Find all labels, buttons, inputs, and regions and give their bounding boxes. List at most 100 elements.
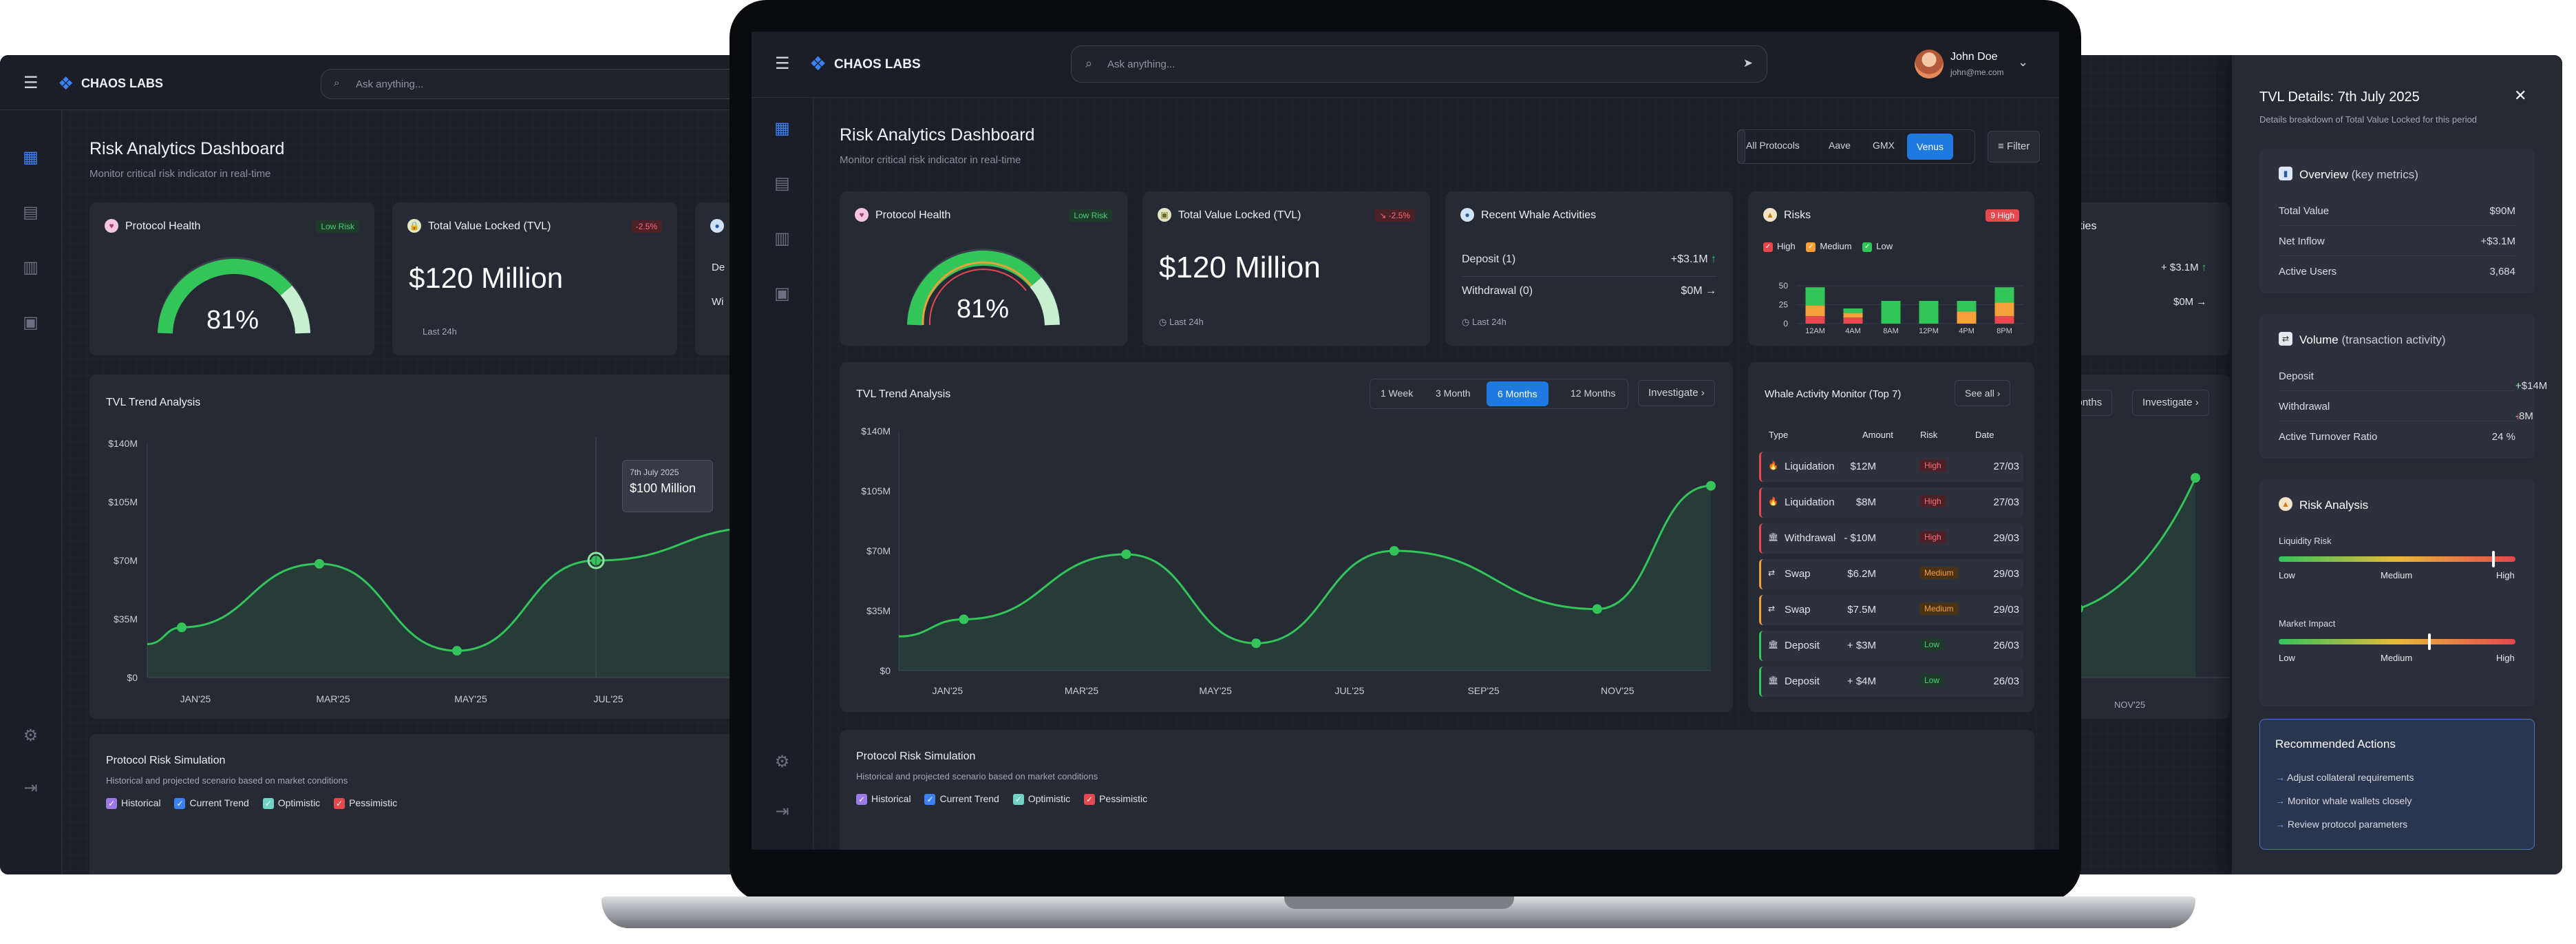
range-1-week[interactable]: 1 Week [1381, 388, 1414, 399]
settings-icon[interactable]: ⚙ [774, 753, 790, 771]
see-all-button[interactable]: See all › [1955, 380, 2011, 406]
action-item[interactable]: → Adjust collateral requirements [2275, 772, 2414, 783]
investigate-button[interactable]: Investigate › [1638, 380, 1715, 406]
risk-bar[interactable] [1994, 287, 2014, 303]
arrow-up-icon: ↑ [1711, 253, 1716, 265]
lock-icon: 🔒 [407, 219, 421, 233]
arrow-right-icon: → [2275, 795, 2285, 806]
trend-point[interactable] [452, 646, 462, 656]
wallet-icon[interactable]: ▣ [23, 313, 39, 332]
status-badge: Low Risk [1069, 209, 1112, 222]
option-optimistic[interactable]: ✓ Optimistic [262, 797, 320, 810]
logout-icon[interactable]: ⇥ [775, 802, 789, 821]
legend-low[interactable]: ✓ Low [1862, 241, 1893, 252]
status-badge: Low Risk [316, 220, 359, 233]
metrics-icon: ▮ [2279, 167, 2292, 180]
trend-point[interactable] [1251, 638, 1262, 649]
menu-icon[interactable]: ☰ [23, 74, 39, 92]
tab-venus[interactable]: Venus [1907, 134, 1953, 160]
risk-badge: High [1919, 495, 1946, 507]
risk-bar[interactable] [1843, 317, 1863, 324]
avatar[interactable] [1915, 50, 1944, 78]
menu-icon[interactable]: ☰ [775, 54, 790, 73]
page-subtitle: Monitor critical risk indicator in real-… [840, 154, 1021, 166]
search-input[interactable]: ⌕ Ask anything... ➤ [1071, 45, 1767, 83]
investigate-button[interactable]: Investigate › [2132, 390, 2209, 416]
hover-point[interactable] [587, 552, 605, 569]
whale-frag-wi: Wi [712, 296, 724, 308]
whale-value-1: + $3.1M ↑ [2161, 262, 2207, 273]
option-historical[interactable]: ✓ Historical [106, 797, 161, 810]
risks-legend: ✓ High ✓ Medium ✓ Low [1763, 241, 1893, 252]
topbar: ☰ ❖ CHAOS LABS ⌕ Ask anything... ➤ John … [752, 32, 2059, 98]
filter-button[interactable]: ≡ Filter [1988, 131, 2041, 162]
trend-point[interactable] [2191, 473, 2200, 483]
risk-bar[interactable] [1957, 311, 1977, 324]
dashboard-icon[interactable]: ▦ [23, 148, 39, 167]
table-row[interactable]: 🏛 Deposit + $3M Low 26/03 [1759, 631, 2023, 661]
tab-all-protocols[interactable]: All Protocols [1746, 140, 1800, 151]
arrow-right-icon: → [2275, 772, 2285, 783]
legend-medium[interactable]: ✓ Medium [1806, 241, 1852, 252]
page-title: Risk Analytics Dashboard [840, 125, 1035, 145]
risk-bar[interactable] [1919, 301, 1939, 324]
risk-bar[interactable] [1805, 305, 1825, 316]
option-current-trend[interactable]: ✓ Current Trend [924, 793, 999, 806]
risk-bar[interactable] [1957, 301, 1977, 312]
whale-item-withdrawal[interactable]: Withdrawal (0) $0M → [1462, 285, 1716, 297]
chart-icon[interactable]: ▥ [774, 229, 790, 248]
table-row[interactable]: ⇄ Swap $7.5M Medium 29/03 [1759, 595, 2023, 625]
trend-point[interactable] [1389, 546, 1399, 556]
trend-point[interactable] [1592, 604, 1602, 614]
risk-bar[interactable] [1843, 313, 1863, 318]
settings-icon[interactable]: ⚙ [23, 726, 39, 745]
wallet-icon[interactable]: ▣ [774, 284, 790, 303]
cell-date: 29/03 [1993, 604, 2019, 616]
risk-bar[interactable] [1994, 316, 2014, 324]
risk-bar[interactable] [1994, 302, 2014, 316]
range-3-month[interactable]: 3 Month [1436, 388, 1471, 399]
tab-gmx[interactable]: GMX [1873, 140, 1895, 151]
risk-bar[interactable] [1805, 316, 1825, 324]
option-current-trend[interactable]: ✓ Current Trend [174, 797, 249, 810]
tab-aave[interactable]: Aave [1829, 140, 1851, 151]
trend-point[interactable] [177, 622, 187, 633]
table-row[interactable]: 🔥 Liquidation $8M High 27/03 [1759, 487, 2023, 518]
dashboard-icon[interactable]: ▦ [774, 119, 790, 138]
option-optimistic[interactable]: ✓ Optimistic [1012, 793, 1070, 806]
range-6-months[interactable]: 6 Months [1487, 381, 1548, 406]
y-tick: $35M [866, 605, 891, 616]
trend-point[interactable] [1121, 549, 1131, 559]
checkbox-icon: ✓ [856, 794, 867, 806]
trend-point[interactable] [1706, 481, 1716, 491]
table-row[interactable]: 🏛 Deposit + $4M Low 26/03 [1759, 667, 2023, 697]
whale-item-deposit[interactable]: Deposit (1) +$3.1M ↑ [1462, 247, 1716, 277]
option-historical[interactable]: ✓ Historical [856, 793, 911, 806]
chevron-down-icon[interactable]: ⌄ [2018, 55, 2029, 69]
trend-point[interactable] [315, 558, 324, 569]
logout-icon[interactable]: ⇥ [23, 779, 38, 797]
table-row[interactable]: 🔥 Liquidation $12M High 27/03 [1759, 452, 2023, 482]
range-12-months[interactable]: 12 Months [1571, 388, 1616, 399]
option-pessimistic[interactable]: ✓ Pessimistic [334, 797, 397, 810]
legend-high[interactable]: ✓ High [1763, 241, 1796, 252]
flame-icon: 🔥 [1768, 461, 1778, 470]
trend-point[interactable] [959, 614, 969, 625]
document-icon[interactable]: ▤ [774, 174, 790, 193]
close-icon[interactable]: ✕ [2514, 87, 2527, 104]
table-row[interactable]: 🏛 Withdrawal - $10M High 29/03 [1759, 523, 2023, 554]
action-item[interactable]: → Review protocol parameters [2275, 819, 2408, 830]
risk-bar[interactable] [1881, 301, 1901, 324]
chart-icon[interactable]: ▥ [23, 258, 39, 277]
option-pessimistic[interactable]: ✓ Pessimistic [1084, 793, 1147, 806]
risk-bar[interactable] [1805, 287, 1825, 306]
risk-bar[interactable] [1843, 308, 1863, 313]
search-input[interactable]: ⌕ Ask anything... [321, 69, 736, 99]
send-icon[interactable]: ➤ [1743, 56, 1753, 70]
bank-icon: 🏛 [1768, 532, 1779, 542]
main-content: Risk Analytics Dashboard Monitor critica… [813, 98, 2059, 850]
arrow-up-icon: ↑ [2515, 380, 2521, 392]
table-row[interactable]: ⇄ Swap $6.2M Medium 29/03 [1759, 559, 2023, 589]
action-item[interactable]: → Monitor whale wallets closely [2275, 795, 2412, 806]
document-icon[interactable]: ▤ [23, 203, 39, 222]
